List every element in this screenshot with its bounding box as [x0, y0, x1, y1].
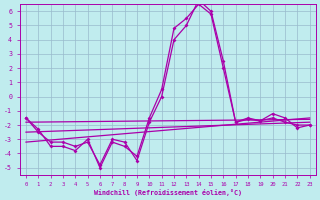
- X-axis label: Windchill (Refroidissement éolien,°C): Windchill (Refroidissement éolien,°C): [94, 189, 242, 196]
